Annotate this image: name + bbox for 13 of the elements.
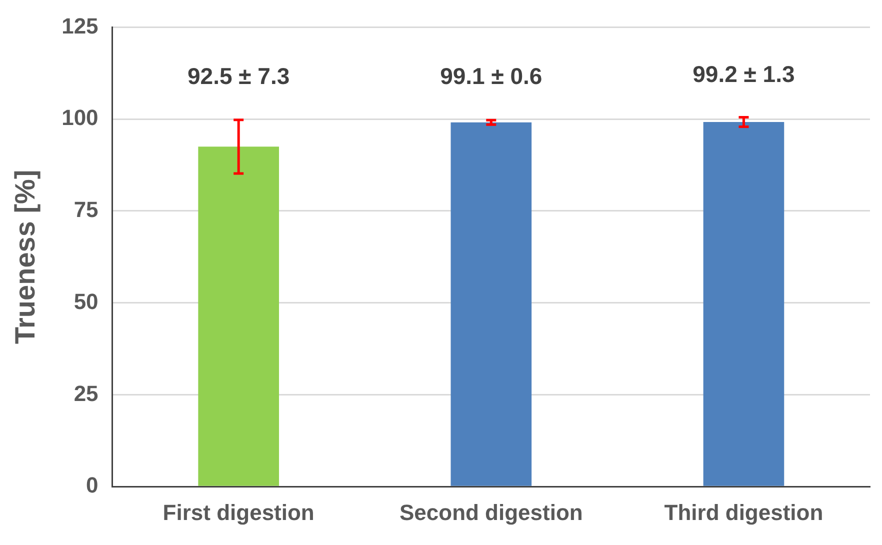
x-tick-label: First digestion bbox=[162, 500, 314, 525]
data-label: 99.2 ± 1.3 bbox=[692, 61, 795, 88]
x-tick-label: Second digestion bbox=[399, 500, 583, 525]
data-label: 92.5 ± 7.3 bbox=[188, 62, 290, 89]
y-tick-label: 125 bbox=[62, 13, 98, 38]
y-tick-label: 0 bbox=[86, 472, 98, 498]
y-tick-label: 75 bbox=[74, 197, 98, 222]
y-tick-label: 100 bbox=[62, 105, 98, 130]
y-tick-label: 25 bbox=[74, 380, 98, 406]
y-axis-title: Trueness [%] bbox=[10, 170, 41, 344]
y-tick-label: 50 bbox=[74, 288, 98, 314]
x-tick-label: Third digestion bbox=[664, 500, 824, 525]
data-label: 99.1 ± 0.6 bbox=[440, 62, 542, 89]
